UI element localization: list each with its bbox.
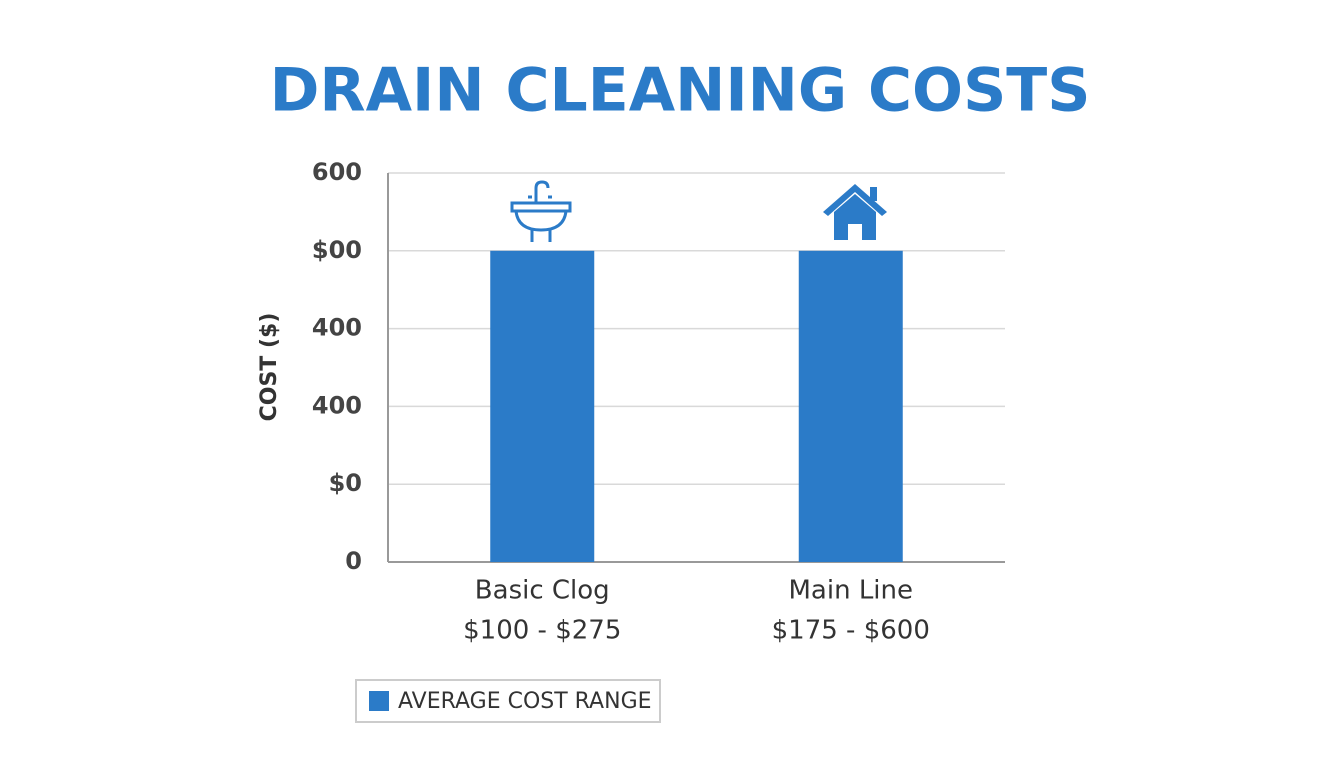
legend-swatch [369,691,389,711]
chart-title: DRAIN CLEANING COSTS [270,56,1091,126]
x-tick-sublabel: $175 - $600 [772,616,930,646]
y-tick-label: 0 [345,547,362,575]
x-tick-label: Main Line [788,576,913,606]
y-tick-label: $00 [312,236,362,264]
y-tick-label: 600 [312,158,362,186]
y-axis-label: COST ($) [257,313,282,422]
y-tick-label: 400 [312,314,362,342]
y-tick-label: $0 [329,469,362,497]
bar [798,250,903,563]
sink-icon [510,180,572,242]
legend-box [355,679,661,723]
x-tick-label: Basic Clog [475,576,610,606]
y-tick-label: 400 [312,391,362,419]
x-tick-sublabel: $100 - $275 [463,616,621,646]
legend-label: AVERAGE COST RANGE [398,689,652,714]
icons [510,180,887,242]
house-icon [823,184,887,240]
bar [490,250,595,563]
legend: AVERAGE COST RANGE [355,679,661,723]
